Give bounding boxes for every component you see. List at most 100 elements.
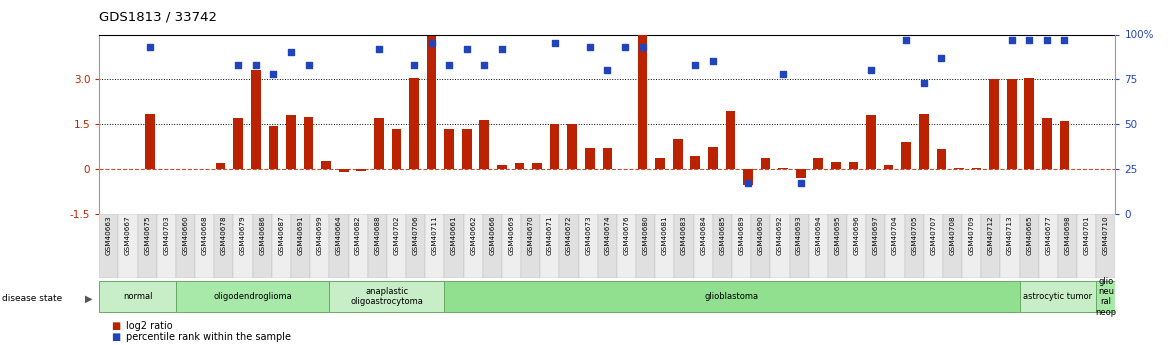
Bar bbox=[902, 142, 911, 169]
Text: GSM40691: GSM40691 bbox=[298, 216, 304, 255]
Text: GSM40677: GSM40677 bbox=[1045, 216, 1051, 255]
Text: GSM40709: GSM40709 bbox=[968, 216, 974, 255]
Point bbox=[862, 68, 881, 73]
FancyBboxPatch shape bbox=[521, 214, 541, 278]
Bar bbox=[444, 129, 454, 169]
FancyBboxPatch shape bbox=[655, 214, 674, 278]
Bar bbox=[603, 148, 612, 169]
Text: GSM40662: GSM40662 bbox=[471, 216, 477, 255]
Point bbox=[229, 62, 248, 68]
Bar bbox=[989, 79, 999, 169]
Text: GSM40694: GSM40694 bbox=[815, 216, 821, 255]
Point bbox=[404, 62, 423, 68]
FancyBboxPatch shape bbox=[751, 214, 771, 278]
Text: GSM40686: GSM40686 bbox=[259, 216, 265, 255]
FancyBboxPatch shape bbox=[674, 214, 694, 278]
Text: GSM40679: GSM40679 bbox=[241, 216, 246, 255]
Point bbox=[422, 41, 440, 46]
FancyBboxPatch shape bbox=[732, 214, 751, 278]
Text: GSM40687: GSM40687 bbox=[278, 216, 285, 255]
Text: GSM40664: GSM40664 bbox=[336, 216, 342, 255]
Text: GSM40666: GSM40666 bbox=[489, 216, 495, 255]
Bar bbox=[972, 168, 981, 169]
Text: GSM40681: GSM40681 bbox=[662, 216, 668, 255]
FancyBboxPatch shape bbox=[904, 214, 924, 278]
FancyBboxPatch shape bbox=[406, 214, 425, 278]
Bar bbox=[673, 139, 682, 169]
FancyBboxPatch shape bbox=[559, 214, 578, 278]
Bar bbox=[251, 70, 260, 169]
FancyBboxPatch shape bbox=[99, 214, 118, 278]
FancyBboxPatch shape bbox=[541, 214, 559, 278]
Point bbox=[616, 44, 634, 50]
Text: GSM40667: GSM40667 bbox=[125, 216, 131, 255]
Point bbox=[1055, 37, 1073, 43]
Text: glio
neu
ral
neop: glio neu ral neop bbox=[1096, 277, 1117, 317]
Bar bbox=[269, 126, 278, 169]
FancyBboxPatch shape bbox=[482, 214, 502, 278]
Bar bbox=[321, 161, 331, 169]
Text: GSM40706: GSM40706 bbox=[412, 216, 418, 255]
Point bbox=[1020, 37, 1038, 43]
Text: anaplastic
oligoastrocytoma: anaplastic oligoastrocytoma bbox=[350, 287, 423, 306]
FancyBboxPatch shape bbox=[790, 214, 808, 278]
Bar bbox=[1024, 78, 1034, 169]
Text: GSM40701: GSM40701 bbox=[1084, 216, 1090, 255]
Bar bbox=[937, 149, 946, 169]
Text: GDS1813 / 33742: GDS1813 / 33742 bbox=[99, 10, 217, 23]
Text: GSM40708: GSM40708 bbox=[950, 216, 955, 255]
Text: normal: normal bbox=[123, 292, 152, 301]
Text: GSM40704: GSM40704 bbox=[892, 216, 898, 255]
Text: GSM40712: GSM40712 bbox=[988, 216, 994, 255]
Text: GSM40675: GSM40675 bbox=[144, 216, 151, 255]
FancyBboxPatch shape bbox=[981, 214, 1001, 278]
FancyBboxPatch shape bbox=[1097, 281, 1115, 312]
Bar bbox=[356, 169, 366, 171]
Text: astrocytic tumor: astrocytic tumor bbox=[1023, 292, 1092, 301]
Bar bbox=[813, 158, 823, 169]
Point bbox=[1002, 37, 1021, 43]
FancyBboxPatch shape bbox=[694, 214, 712, 278]
Text: ■: ■ bbox=[111, 333, 120, 342]
Bar bbox=[339, 169, 348, 172]
Text: GSM40680: GSM40680 bbox=[642, 216, 648, 255]
Point bbox=[932, 55, 951, 61]
Point bbox=[458, 46, 477, 52]
FancyBboxPatch shape bbox=[867, 214, 885, 278]
Point bbox=[281, 50, 300, 55]
Bar bbox=[568, 124, 577, 169]
Text: log2 ratio: log2 ratio bbox=[126, 321, 173, 331]
FancyBboxPatch shape bbox=[444, 281, 1020, 312]
FancyBboxPatch shape bbox=[234, 214, 252, 278]
Text: glioblastoma: glioblastoma bbox=[705, 292, 759, 301]
Point bbox=[264, 71, 283, 77]
Point bbox=[440, 62, 459, 68]
FancyBboxPatch shape bbox=[329, 214, 348, 278]
Text: GSM40690: GSM40690 bbox=[758, 216, 764, 255]
Point bbox=[774, 71, 793, 77]
Point bbox=[738, 181, 757, 186]
Text: GSM40672: GSM40672 bbox=[566, 216, 572, 255]
Text: GSM40663: GSM40663 bbox=[106, 216, 112, 255]
Text: oligodendroglioma: oligodendroglioma bbox=[214, 292, 292, 301]
Bar bbox=[1007, 79, 1016, 169]
FancyBboxPatch shape bbox=[943, 214, 962, 278]
Point bbox=[580, 44, 599, 50]
FancyBboxPatch shape bbox=[291, 214, 311, 278]
FancyBboxPatch shape bbox=[311, 214, 329, 278]
Text: GSM40668: GSM40668 bbox=[202, 216, 208, 255]
FancyBboxPatch shape bbox=[368, 214, 387, 278]
Text: GSM40707: GSM40707 bbox=[930, 216, 937, 255]
Text: GSM40674: GSM40674 bbox=[604, 216, 611, 255]
Text: GSM40710: GSM40710 bbox=[1103, 216, 1108, 255]
Bar bbox=[480, 120, 489, 169]
FancyBboxPatch shape bbox=[962, 214, 981, 278]
Text: ■: ■ bbox=[111, 321, 120, 331]
Text: GSM40702: GSM40702 bbox=[394, 216, 399, 255]
Bar bbox=[638, 31, 647, 169]
FancyBboxPatch shape bbox=[195, 214, 214, 278]
FancyBboxPatch shape bbox=[1058, 214, 1077, 278]
Point bbox=[915, 80, 933, 86]
Text: GSM40695: GSM40695 bbox=[834, 216, 841, 255]
Bar bbox=[216, 163, 225, 169]
